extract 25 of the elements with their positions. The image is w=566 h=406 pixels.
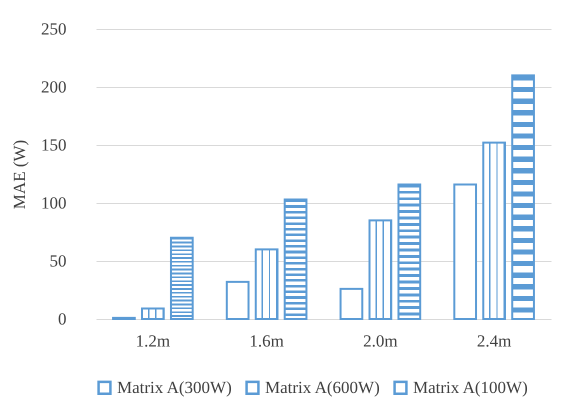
y-tick-label: 250 [41, 20, 66, 38]
x-tick-label: 1.6m [249, 332, 284, 350]
y-tick-label: 0 [58, 310, 66, 328]
bar [254, 248, 278, 320]
bar [170, 236, 194, 320]
bar [511, 74, 535, 320]
bar [368, 219, 392, 320]
y-tick-label: 200 [41, 78, 66, 96]
legend-label: Matrix A(600W) [265, 378, 380, 397]
bar [340, 288, 364, 320]
bar [397, 183, 422, 320]
bar [226, 280, 250, 320]
bar [284, 198, 308, 320]
y-tick-label: 150 [41, 136, 66, 154]
bar [453, 183, 478, 320]
legend-label: Matrix A(100W) [413, 378, 528, 397]
legend-label: Matrix A(300W) [117, 378, 232, 397]
x-tick-label: 1.2m [136, 332, 170, 350]
y-tick-label: 100 [41, 194, 66, 212]
x-tick-label: 2.4m [476, 332, 512, 350]
bar [482, 142, 506, 320]
x-tick-label: 2.0m [363, 332, 398, 350]
y-axis-title: MAE (W) [10, 140, 29, 210]
y-tick-label: 50 [50, 252, 66, 270]
bar [141, 308, 165, 320]
